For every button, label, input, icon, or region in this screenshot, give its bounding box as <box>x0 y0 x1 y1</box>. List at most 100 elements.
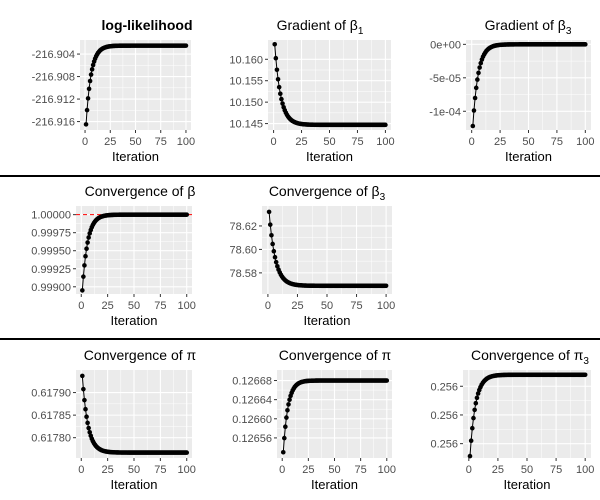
y-tick-label: 0.12660 <box>232 414 272 426</box>
x-axis-label: Iteration <box>504 477 551 492</box>
y-tick-label: 0.99900 <box>31 282 71 294</box>
panel-title: Gradient of β1 <box>277 17 364 37</box>
panel-title-text: Convergence of β <box>85 183 196 199</box>
data-point <box>286 402 291 407</box>
data-point <box>475 77 480 82</box>
data-point <box>471 415 476 421</box>
data-point <box>84 246 89 251</box>
data-point <box>280 449 286 455</box>
data-point <box>86 86 92 92</box>
data-point <box>86 425 91 431</box>
x-axis-label: Iteration <box>306 149 353 164</box>
data-point <box>85 240 90 245</box>
y-tick-label: 0.99975 <box>31 228 71 240</box>
data-point <box>472 95 478 101</box>
data-point <box>476 70 481 76</box>
y-tick-label: 0.256 <box>430 410 458 422</box>
data-point <box>583 42 588 47</box>
chart-panels: 0 25 50 75 100-216.916-216.912-216.908-216.9… <box>31 17 594 492</box>
x-tick-label: 0 <box>82 136 88 148</box>
y-tick-label: 10.150 <box>229 97 263 109</box>
panel-title-text: Convergence of β <box>269 183 380 199</box>
data-point <box>82 397 87 403</box>
chart-panel-p4: 0 25 50 75 100 0.99900 0.99925 0.99950 0.99975 1.… <box>31 183 196 328</box>
panel-title: Convergence of β3 <box>269 183 386 203</box>
data-point <box>282 435 287 441</box>
x-tick-label: 75 <box>155 136 167 148</box>
x-tick-label: 0 <box>78 300 84 312</box>
data-point <box>184 450 190 455</box>
y-tick-label: 78.60 <box>229 244 257 256</box>
x-tick-label: 75 <box>154 464 166 476</box>
panel-title-text: log-likelihood <box>102 17 193 33</box>
y-tick-label: 78.58 <box>229 268 257 280</box>
panel-title-text: Convergence of π <box>279 347 392 363</box>
x-tick-label: 25 <box>492 464 504 476</box>
panel-title: Gradient of β3 <box>485 17 572 37</box>
data-point <box>383 122 388 128</box>
x-tick-label: 50 <box>129 136 141 148</box>
x-tick-label: 100 <box>576 464 594 476</box>
data-point <box>276 84 282 90</box>
x-tick-label: 0 <box>265 300 271 312</box>
x-tick-label: 50 <box>522 136 534 148</box>
panel-title: Convergence of β <box>85 183 196 199</box>
panel-title-text: Convergence of π <box>84 347 197 363</box>
data-point <box>467 453 473 459</box>
x-tick-label: 75 <box>351 136 363 148</box>
chart-panel-p1: 0 25 50 75 100 -216.916 -216.912 -216.908 -216.9… <box>32 17 196 164</box>
y-tick-label: -216.916 <box>32 117 75 129</box>
panel-title-text: Convergence of π <box>471 347 584 363</box>
x-tick-label: 25 <box>302 464 314 476</box>
data-point <box>270 241 275 247</box>
x-axis-label: Iteration <box>111 313 158 328</box>
panel-title-subscript: 3 <box>566 26 572 37</box>
data-point <box>473 400 479 406</box>
data-point <box>471 108 477 113</box>
data-point <box>280 101 285 106</box>
data-point <box>84 414 89 420</box>
panel-title-text: Gradient of β <box>277 17 358 33</box>
y-tick-label: 0.12668 <box>232 376 272 388</box>
y-tick-label: 0.61790 <box>31 388 71 400</box>
y-tick-label: 0.99925 <box>31 264 71 276</box>
chart-panel-p3: 0 25 50 75 100 -1e-04 -5e-05 0e+00 Iteration Grad… <box>429 17 594 164</box>
data-point <box>470 123 476 129</box>
x-tick-label: 100 <box>378 464 396 476</box>
x-tick-label: 50 <box>323 136 335 148</box>
data-point <box>87 78 93 84</box>
y-tick-label: 0.99950 <box>31 246 71 258</box>
panel-title-text: Gradient of β <box>485 17 566 33</box>
y-tick-label: 10.155 <box>229 76 263 88</box>
data-point <box>80 288 85 293</box>
chart-panel-p8: 0 25 50 75 100 0.256 0.256 0.256 Iteration Conver… <box>430 347 594 492</box>
x-tick-label: 100 <box>177 136 195 148</box>
data-point <box>272 41 278 47</box>
data-point <box>86 235 91 240</box>
panel-title: Convergence of π <box>279 347 392 363</box>
chart-panel-p2: 0 25 50 75 100 10.145 10.150 10.155 10.160 Iterat… <box>229 17 394 164</box>
data-point <box>477 65 482 70</box>
y-tick-label: 0e+00 <box>430 39 461 51</box>
data-point <box>475 391 481 396</box>
y-tick-label: 10.160 <box>229 54 263 66</box>
data-point <box>83 253 88 259</box>
data-point <box>87 429 93 435</box>
y-tick-label: 78.62 <box>229 221 257 233</box>
x-tick-label: 25 <box>102 300 114 312</box>
data-point <box>287 397 292 402</box>
data-point <box>468 438 474 443</box>
x-tick-label: 25 <box>102 464 114 476</box>
data-point <box>88 72 94 77</box>
data-point <box>274 67 280 73</box>
chart-panel-p5: 0 25 50 75 100 78.58 78.60 78.62 Iteration Conver… <box>229 183 395 328</box>
x-tick-label: 50 <box>128 464 140 476</box>
data-point <box>84 107 90 113</box>
panel-title: log-likelihood <box>102 17 193 33</box>
data-point <box>272 254 278 260</box>
panel-title: Convergence of π <box>84 347 197 363</box>
y-tick-label: -216.908 <box>32 72 75 84</box>
data-point <box>472 407 477 413</box>
x-tick-label: 50 <box>328 464 340 476</box>
